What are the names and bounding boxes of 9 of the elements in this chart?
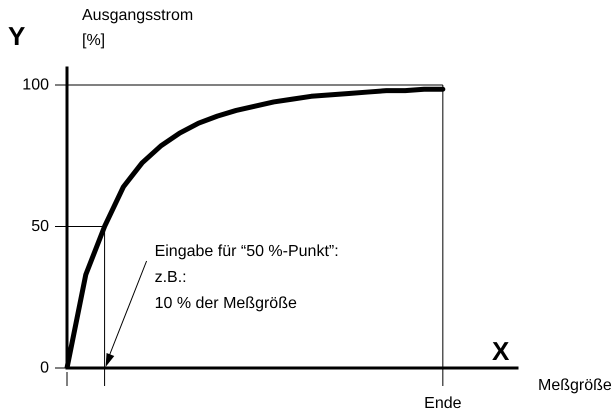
y-tick-label: 50 xyxy=(31,218,50,235)
text: Y xyxy=(8,21,26,51)
y-axis-title: Ausgangsstrom [%] xyxy=(82,7,194,49)
annotation: X xyxy=(492,336,510,366)
y-tick-label: 100 xyxy=(22,76,50,94)
x-axis-title: Meßgröße xyxy=(538,377,612,394)
y-tick-label: 0 xyxy=(40,359,50,376)
x-tick-label: Ende xyxy=(424,395,462,412)
annotation: Eingabe für “50 %-Punkt”: z.B.: 10 % der Meßgröße xyxy=(154,243,339,312)
